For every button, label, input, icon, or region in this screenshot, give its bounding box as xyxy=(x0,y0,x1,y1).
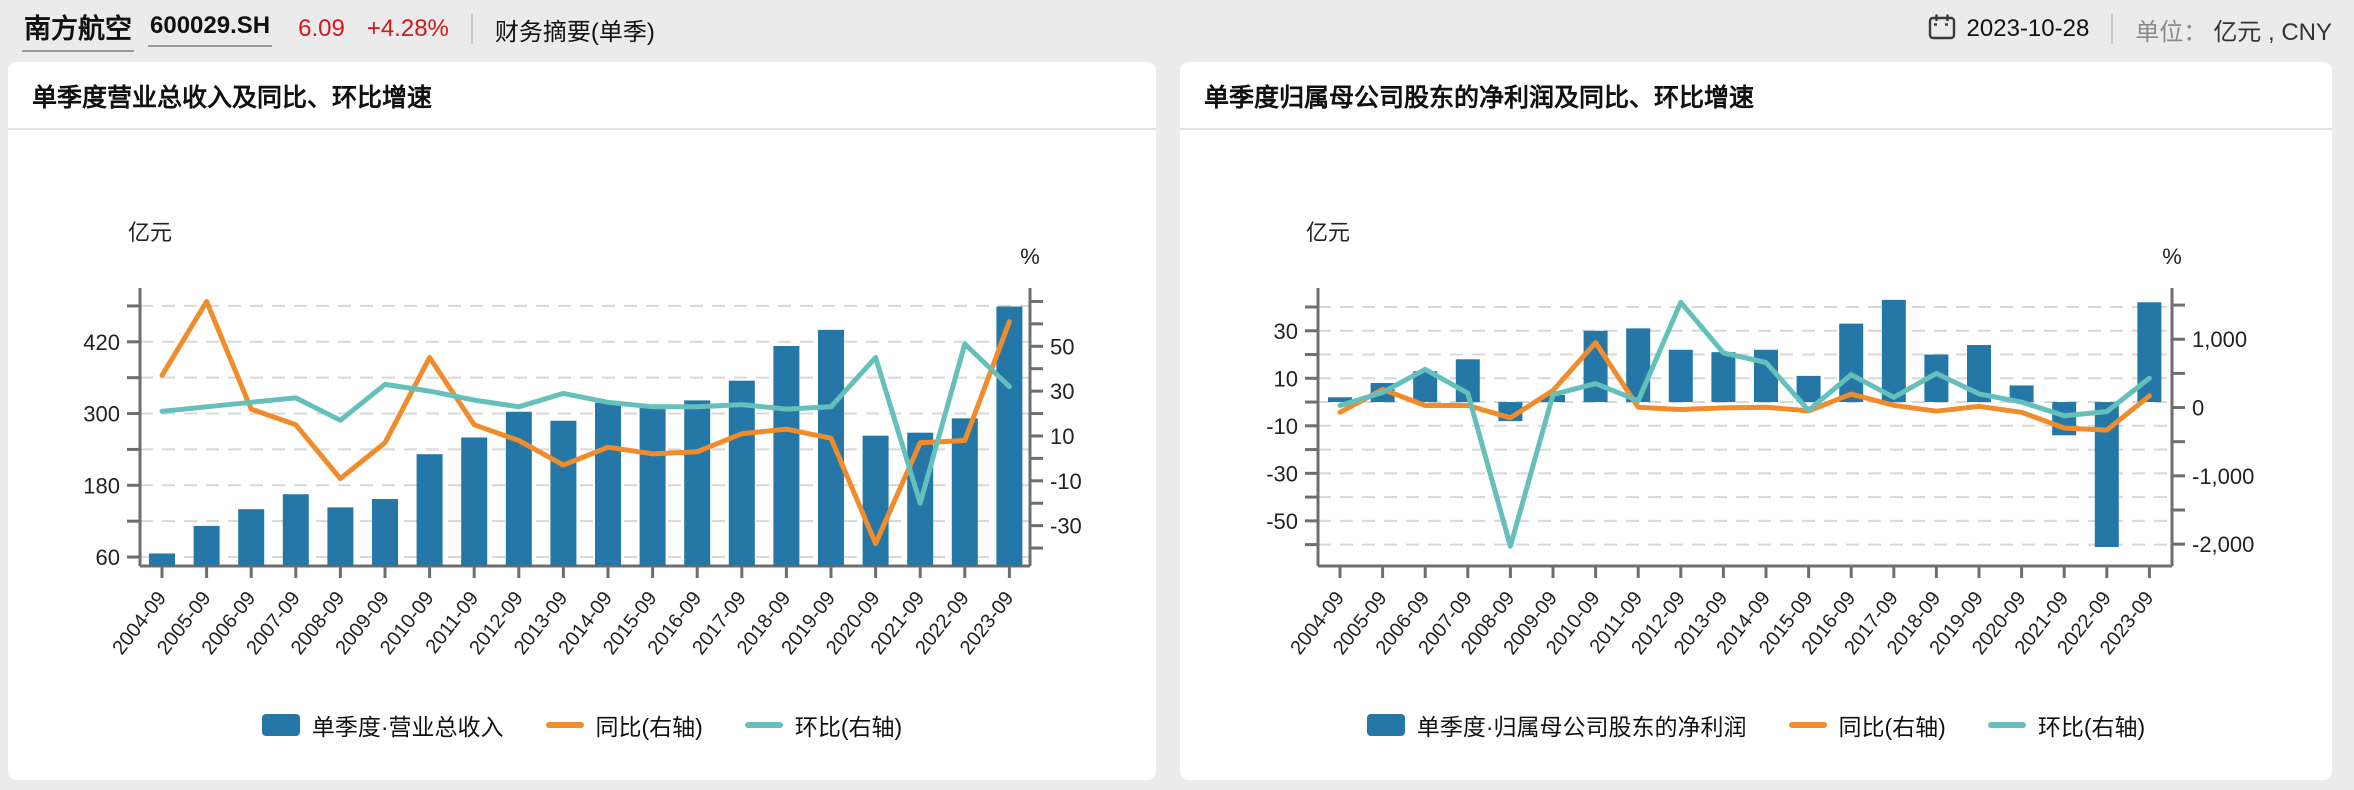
svg-text:180: 180 xyxy=(83,473,120,498)
svg-text:-2,000: -2,000 xyxy=(2192,532,2254,557)
legend-swatch xyxy=(1366,714,1405,736)
revenue-card: 单季度营业总收入及同比、环比增速 60 180 300 420 -30 -10 10 30 50… xyxy=(8,62,1156,780)
legend-label: 单季度·归属母公司股东的净利润 xyxy=(1416,714,1747,740)
svg-text:300: 300 xyxy=(83,402,120,427)
qoq-line xyxy=(159,341,1012,506)
profit-chart-legend: 单季度·归属母公司股东的净利润 同比(右轴) 环比(右轴) xyxy=(1180,708,2332,742)
svg-text:50: 50 xyxy=(1050,334,1074,359)
svg-text:10: 10 xyxy=(1050,424,1074,449)
svg-text:30: 30 xyxy=(1050,379,1074,404)
svg-text:-30: -30 xyxy=(1050,514,1082,539)
revenue-chart-svg: 60 180 300 420 -30 -10 10 30 50 亿元% 2004-092005-09… xyxy=(83,220,1082,659)
svg-text:-10: -10 xyxy=(1050,469,1082,494)
report-date[interactable]: 2023-10-28 xyxy=(1966,15,2090,42)
x-axis-labels: 2004-092005-092006-092007-092008-092009-… xyxy=(108,566,1018,659)
axes xyxy=(1305,288,2185,568)
revenue-chart-legend: 单季度·营业总收入 同比(右轴) 环比(右轴) xyxy=(8,708,1156,742)
divider xyxy=(470,14,473,44)
axis-labels: 60 180 300 420 -30 -10 10 30 50 亿元% xyxy=(83,220,1082,570)
svg-text:亿元: 亿元 xyxy=(1306,220,1350,245)
x-axis-labels: 2004-092005-092006-092007-092008-092009-… xyxy=(1286,566,2158,659)
legend-item[interactable]: 单季度·营业总收入 xyxy=(261,708,504,742)
header-bar: 南方航空 600029.SH 6.09 +4.28% 财务摘要(单季) 2023… xyxy=(0,0,2354,58)
legend-label: 单季度·营业总收入 xyxy=(311,714,504,740)
legend-item[interactable]: 环比(右轴) xyxy=(744,708,903,742)
stock-name[interactable]: 南方航空 xyxy=(22,7,134,52)
legend-swatch xyxy=(1788,722,1827,728)
legend-swatch xyxy=(261,714,300,736)
unit-value: 亿元 , CNY xyxy=(2213,18,2332,46)
svg-text:10: 10 xyxy=(1274,366,1298,391)
axes xyxy=(127,288,1043,568)
legend-item[interactable]: 环比(右轴) xyxy=(1987,708,2146,742)
legend-swatch xyxy=(545,722,584,728)
qoq-line xyxy=(1337,299,2152,549)
stock-price: 6.09 xyxy=(298,15,345,42)
legend-swatch xyxy=(1987,722,2026,728)
yoy-line xyxy=(159,299,1012,547)
gridlines xyxy=(1318,306,2172,546)
legend-item[interactable]: 单季度·归属母公司股东的净利润 xyxy=(1366,708,1747,742)
svg-text:1,000: 1,000 xyxy=(2192,327,2247,352)
svg-text:%: % xyxy=(2162,244,2182,269)
yoy-line xyxy=(1337,340,2152,433)
legend-item[interactable]: 同比(右轴) xyxy=(545,708,703,742)
gridlines xyxy=(140,304,1030,559)
legend-label: 同比(右轴) xyxy=(595,714,703,740)
bar-series xyxy=(1328,299,2162,547)
legend-label: 同比(右轴) xyxy=(1838,714,1946,740)
svg-text:%: % xyxy=(1020,244,1040,269)
revenue-card-title: 单季度营业总收入及同比、环比增速 xyxy=(8,62,1156,130)
svg-text:420: 420 xyxy=(83,330,120,355)
legend-swatch xyxy=(744,722,783,728)
unit-label: 单位： xyxy=(2135,18,2208,46)
svg-text:-10: -10 xyxy=(1266,414,1298,439)
profit-chart-svg: 30 10 -10 -30 -50 1,000 0 -1,000 -2,000 亿元% 2004-0… xyxy=(1266,220,2254,659)
stock-change: +4.28% xyxy=(366,15,449,42)
divider xyxy=(2111,14,2114,44)
legend-label: 环比(右轴) xyxy=(2037,714,2146,740)
report-type-label: 财务摘要(单季) xyxy=(494,18,655,46)
legend-label: 环比(右轴) xyxy=(794,714,903,740)
profit-card: 单季度归属母公司股东的净利润及同比、环比增速 30 10 -10 -30 -50 1,00… xyxy=(1180,62,2332,780)
profit-card-title: 单季度归属母公司股东的净利润及同比、环比增速 xyxy=(1180,62,2332,130)
svg-text:30: 30 xyxy=(1274,319,1298,344)
svg-text:-30: -30 xyxy=(1266,461,1298,486)
legend-item[interactable]: 同比(右轴) xyxy=(1788,708,1946,742)
svg-text:-1,000: -1,000 xyxy=(2192,464,2254,489)
bar-series xyxy=(149,306,1023,566)
svg-text:60: 60 xyxy=(96,545,120,570)
svg-text:-50: -50 xyxy=(1266,509,1298,534)
calendar-icon[interactable] xyxy=(1927,12,1957,47)
svg-text:亿元: 亿元 xyxy=(128,220,172,245)
axis-labels: 30 10 -10 -30 -50 1,000 0 -1,000 -2,000 亿元% xyxy=(1266,220,2254,557)
svg-text:0: 0 xyxy=(2192,396,2204,421)
stock-code[interactable]: 600029.SH xyxy=(148,12,273,47)
